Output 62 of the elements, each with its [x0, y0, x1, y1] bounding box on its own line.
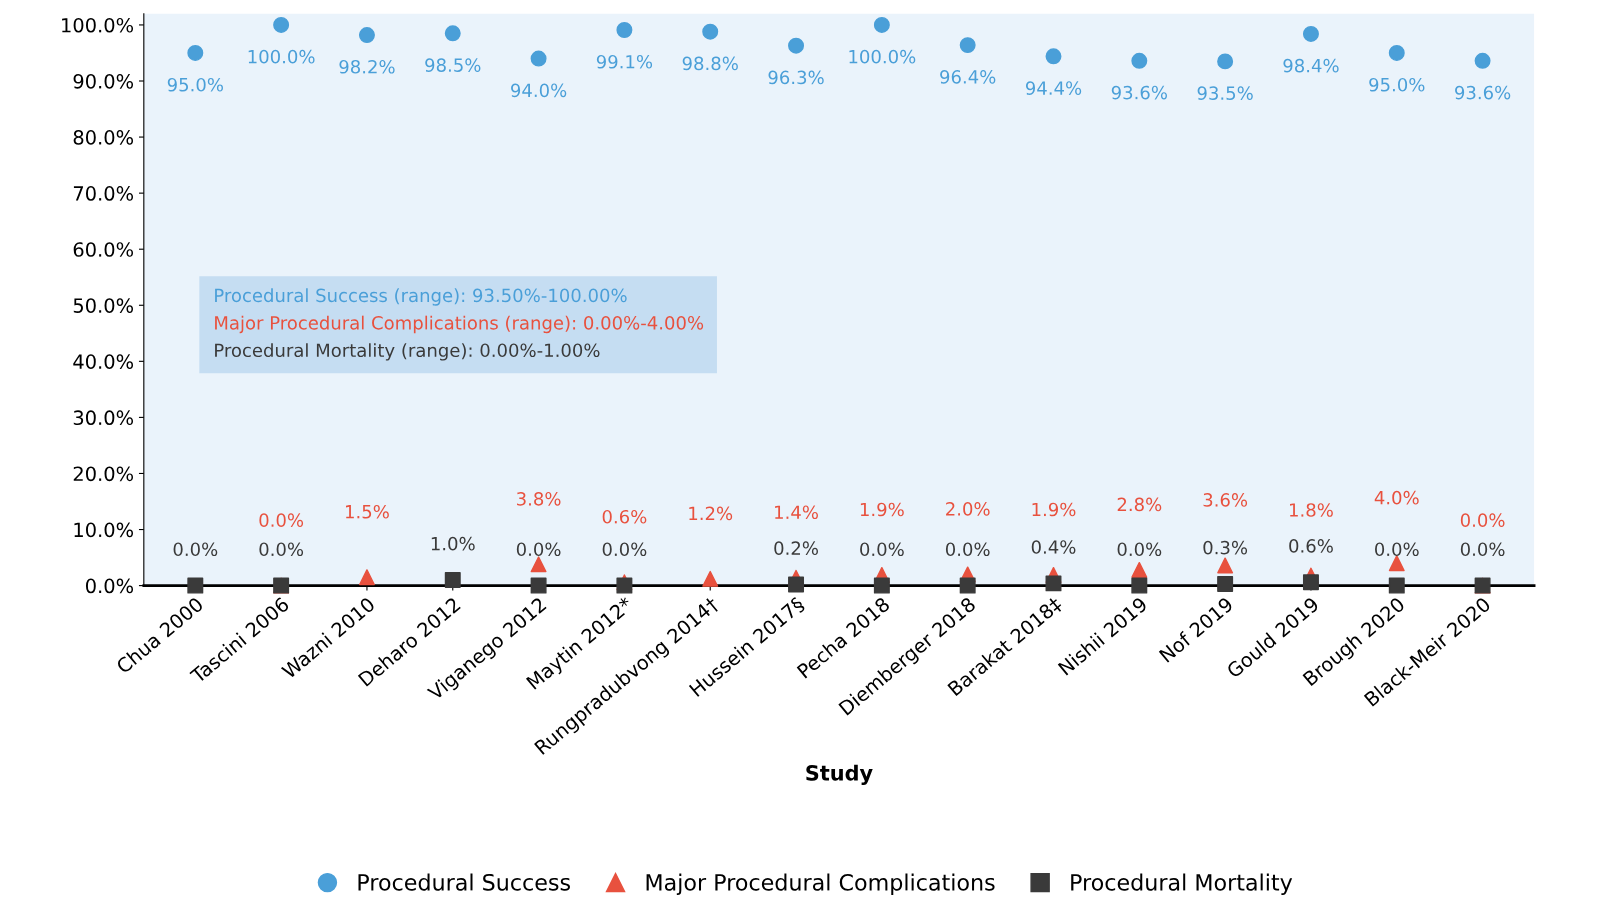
data-label: 95.0% [167, 77, 223, 92]
legend-label: Procedural Success [358, 873, 570, 891]
data-label: 0.0% [602, 542, 647, 557]
data-label: 0.0% [173, 542, 218, 557]
y-tick-label: 90.0% [73, 73, 134, 89]
data-label: 1.5% [346, 504, 389, 519]
data-label: 96.4% [940, 70, 996, 84]
data-label: 1.2% [689, 506, 733, 521]
data-label: 0.3% [1203, 540, 1248, 555]
data-label: 94.4% [1025, 81, 1082, 95]
y-tick-label: 10.0% [74, 522, 134, 538]
data-label: 95.0% [1369, 77, 1425, 92]
data-label: 1.9% [860, 502, 904, 517]
annotation: Procedural Mortality (range): 0.00%-1.00% [215, 343, 600, 361]
data-label: 100.0% [248, 49, 315, 64]
data-label: 0.4% [1031, 540, 1076, 554]
y-tick-label: 40.0% [73, 354, 134, 369]
y-tick-label: 20.0% [73, 466, 134, 482]
data-label: 98.2% [339, 59, 395, 74]
annotation: Procedural Success (range): 93.50%-100.00% [215, 288, 627, 306]
x-axis-title: Study [806, 764, 873, 785]
y-tick-label: 100.0% [62, 17, 134, 33]
data-label: 94.0% [511, 83, 567, 98]
legend-label: Procedural Mortality [1071, 873, 1293, 895]
annotation: Major Procedural Complications (range): 0.00%-4.00% [215, 315, 704, 334]
data-label: 0.0% [516, 542, 561, 557]
data-label: 0.6% [1289, 539, 1333, 553]
y-tick-label: 60.0% [73, 242, 134, 257]
data-label: 98.8% [682, 56, 738, 71]
data-label: 96.3% [768, 70, 824, 85]
y-tick-label: 50.0% [73, 298, 134, 313]
data-label: 99.1% [596, 54, 653, 69]
data-label: 93.6% [1111, 85, 1167, 100]
data-label: 0.6% [602, 509, 647, 524]
data-label: 93.6% [1455, 85, 1511, 100]
data-label: 0.0% [1460, 542, 1505, 557]
data-label: 0.0% [945, 542, 990, 557]
y-tick-label: 30.0% [73, 410, 134, 426]
data-label: 2.8% [1117, 497, 1162, 512]
data-label: 0.2% [774, 541, 818, 555]
data-label: 2.0% [946, 502, 990, 516]
data-label: 0.0% [860, 542, 904, 557]
data-label: 93.5% [1197, 86, 1253, 100]
data-label: 0.0% [259, 513, 304, 527]
data-label: 0.0% [259, 542, 304, 557]
data-label: 3.8% [517, 491, 561, 506]
legend-label: Major Procedural Complications [646, 873, 995, 895]
data-label: 4.0% [1374, 490, 1419, 505]
data-label: 3.6% [1203, 493, 1248, 507]
data-label: 0.0% [1375, 542, 1419, 557]
data-label: 1.9% [1032, 502, 1076, 517]
data-label: 0.0% [1460, 513, 1505, 527]
data-label: 98.4% [1283, 58, 1339, 73]
y-tick-label: 70.0% [73, 186, 134, 201]
y-tick-label: 80.0% [73, 130, 134, 145]
data-label: 1.4% [775, 505, 818, 520]
data-label: 1.8% [1290, 503, 1333, 517]
data-label: 98.5% [425, 58, 481, 72]
data-label: 100.0% [849, 49, 916, 64]
data-label: 1.0% [431, 536, 475, 551]
y-tick-label: 0.0% [85, 578, 134, 594]
data-label: 0.0% [1117, 542, 1162, 557]
